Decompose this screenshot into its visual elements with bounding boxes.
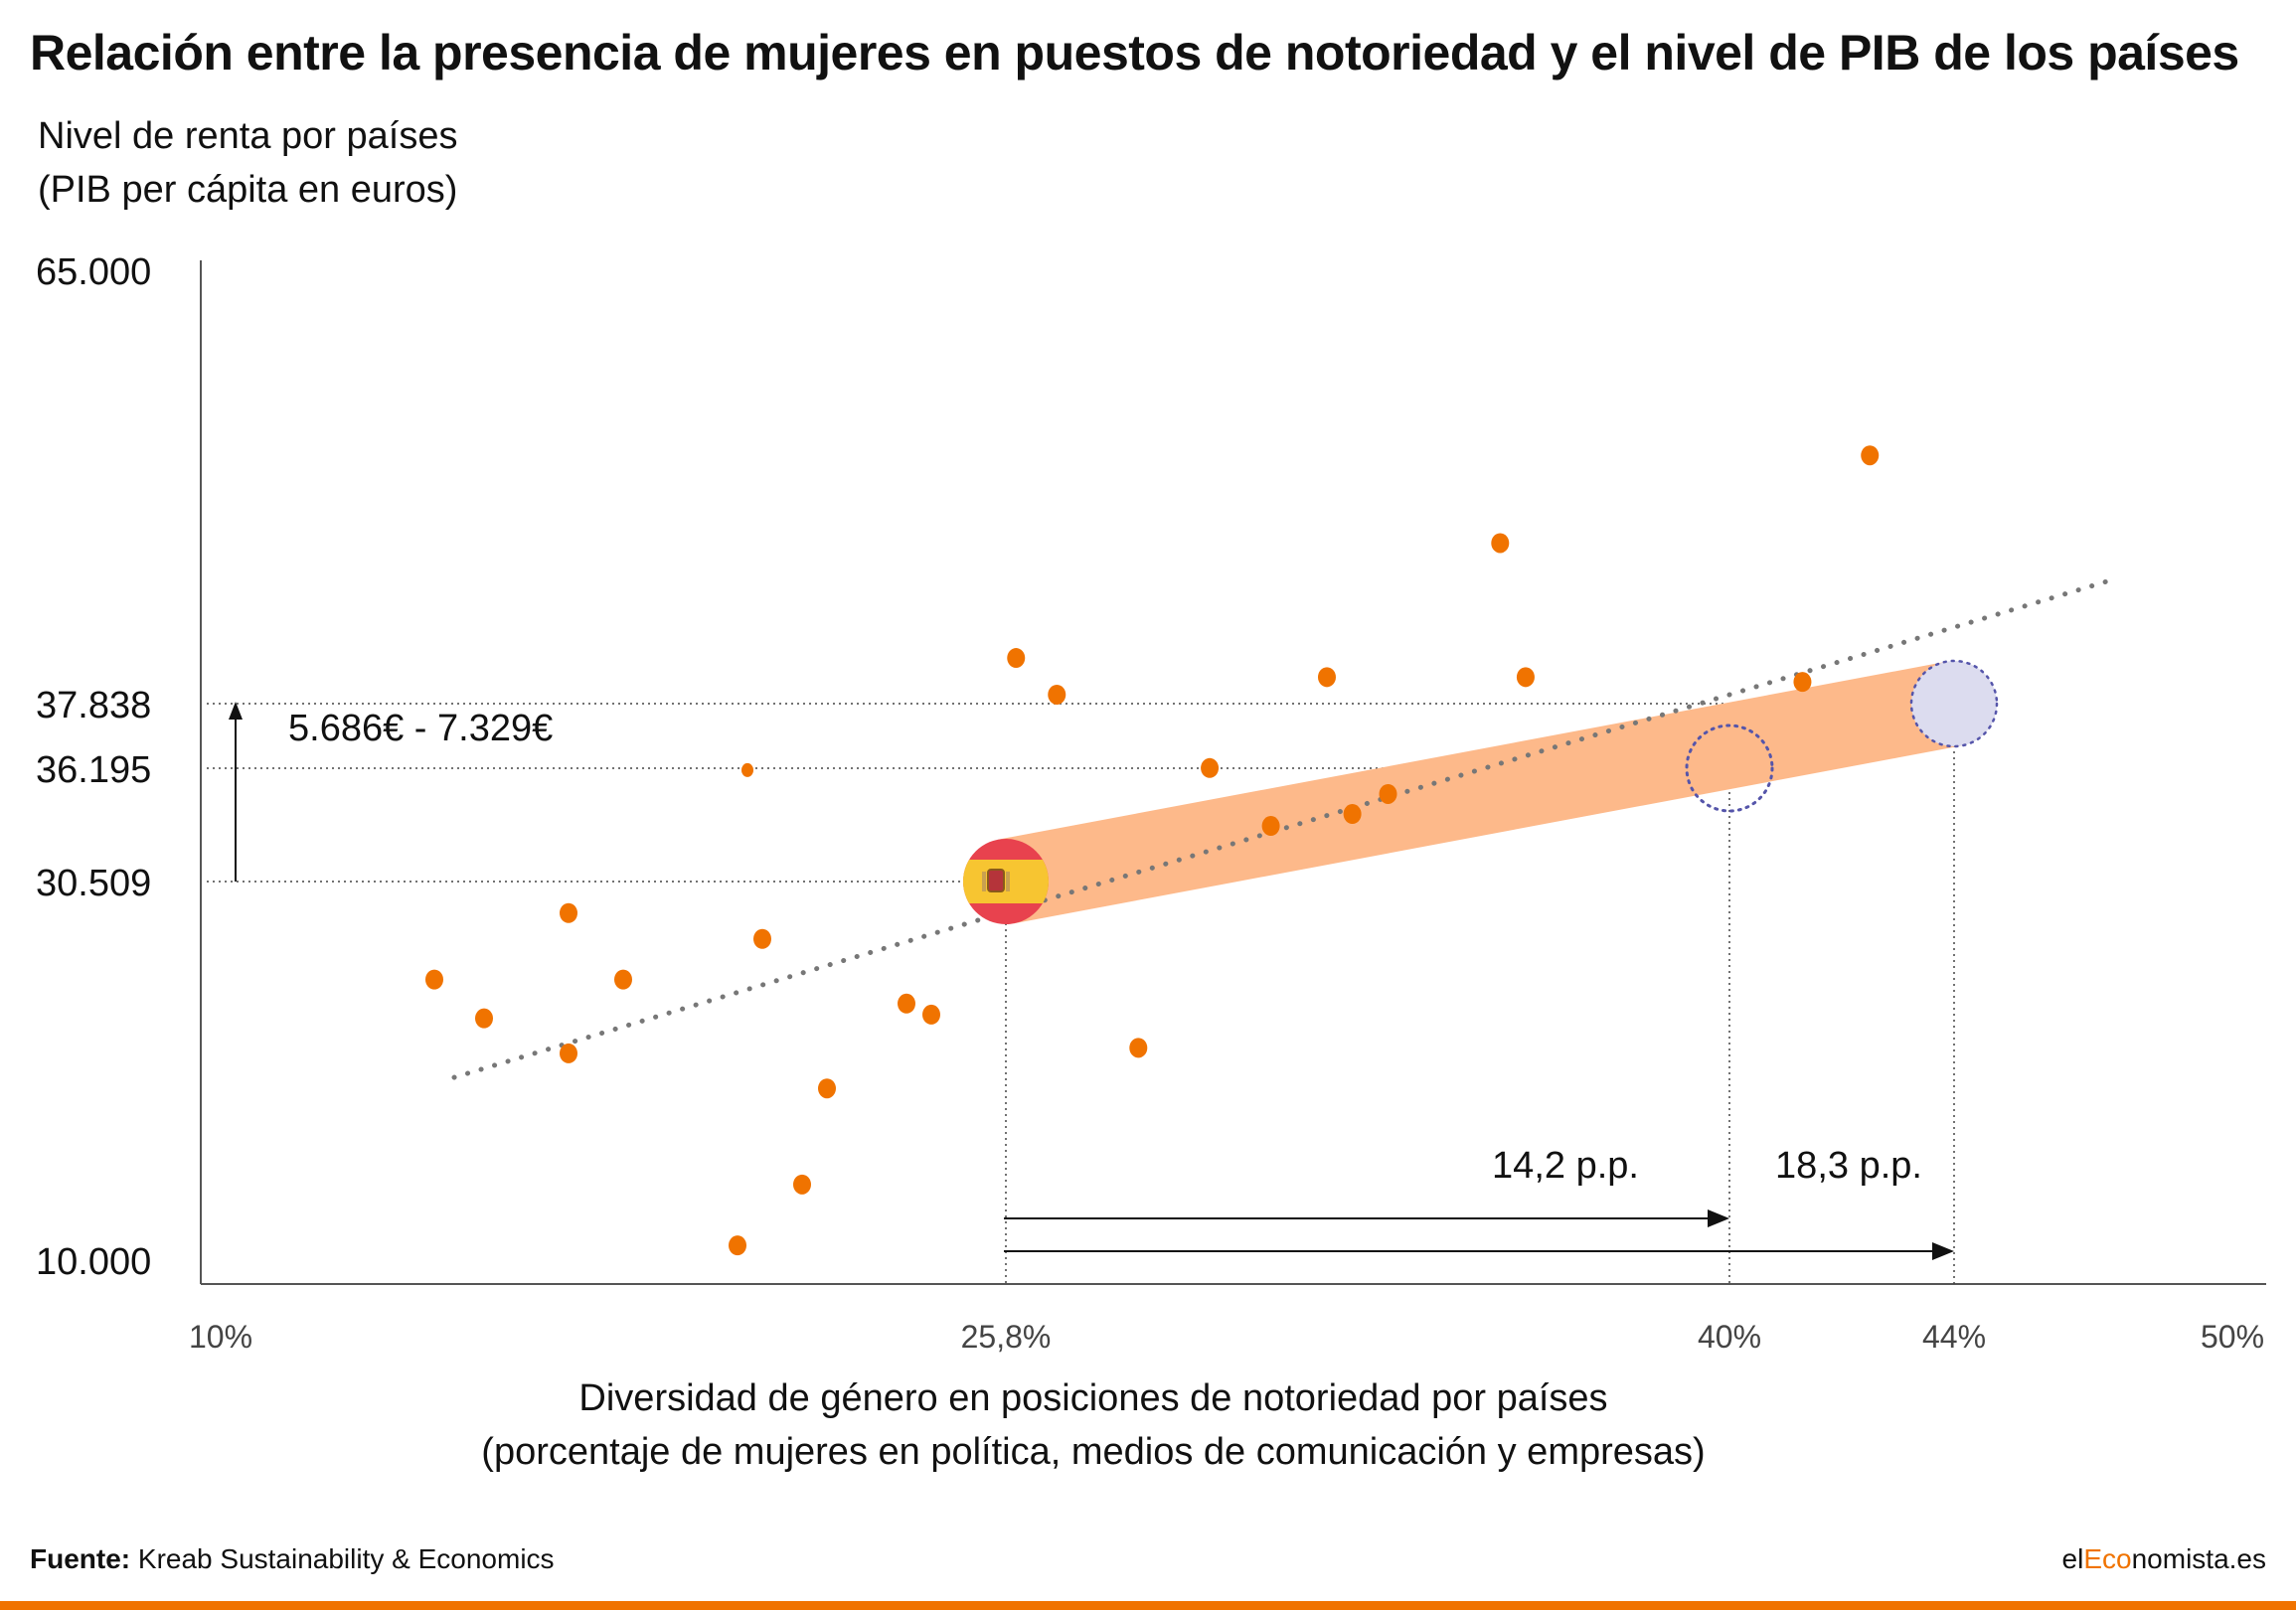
data-point <box>560 1043 577 1063</box>
data-point <box>1129 1038 1148 1058</box>
trend-line <box>451 575 2120 1080</box>
pp-label-1: 18,3 p.p. <box>1775 1145 1922 1187</box>
brand-pre: el <box>2061 1543 2084 1574</box>
data-point <box>614 969 632 990</box>
x-axis-title-line-1: Diversidad de género en posiciones de no… <box>578 1377 1608 1419</box>
data-point <box>898 993 915 1014</box>
x-tick-label-4: 50% <box>2201 1319 2264 1355</box>
y-tick-label-0: 65.000 <box>36 251 151 293</box>
data-point <box>1491 533 1510 554</box>
data-point <box>425 969 443 990</box>
y-tick-label-4: 10.000 <box>36 1241 151 1283</box>
x-tick-label-2: 40% <box>1698 1319 1761 1355</box>
y-axis-title-line-1: Nivel de renta por países <box>38 115 458 157</box>
target-circle-40 <box>1685 724 1774 813</box>
target-circle-44 <box>1909 659 1999 748</box>
y-tick-label-3: 30.509 <box>36 863 151 904</box>
source-text: Kreab Sustainability & Economics <box>137 1543 555 1574</box>
x-axis-title: Diversidad de género en posiciones de no… <box>298 1371 1888 1479</box>
y-axis-title-line-2: (PIB per cápita en euros) <box>38 169 458 211</box>
data-point <box>1007 648 1026 669</box>
pp-arrow-head-0 <box>1708 1209 1729 1227</box>
source-note: Fuente: Kreab Sustainability & Economics <box>30 1543 555 1575</box>
data-point <box>560 902 577 923</box>
data-point <box>1861 445 1880 466</box>
x-axis-title-line-2: (porcentaje de mujeres en política, medi… <box>481 1431 1706 1473</box>
x-tick-label-1: 25,8% <box>961 1319 1052 1355</box>
data-point <box>1343 804 1362 825</box>
brand-logo: elEconomista.es <box>2062 1543 2266 1575</box>
data-point <box>475 1008 493 1029</box>
data-point <box>753 928 771 949</box>
bottom-accent-bar <box>0 1601 2296 1610</box>
data-point <box>1379 783 1397 804</box>
pp-label-0: 14,2 p.p. <box>1492 1145 1639 1187</box>
spain-gap-band <box>998 661 1962 924</box>
y-tick-label-2: 36.195 <box>36 749 151 791</box>
data-point <box>1516 667 1535 688</box>
data-point <box>1317 667 1336 688</box>
x-tick-label-0: 10% <box>189 1319 252 1355</box>
flag-coat-of-arms <box>987 869 1005 892</box>
x-tick-label-3: 44% <box>1922 1319 1986 1355</box>
data-point <box>1793 672 1812 693</box>
data-point <box>818 1078 836 1099</box>
data-point <box>1048 684 1066 705</box>
source-label: Fuente: <box>30 1543 131 1574</box>
flag-pillar-left <box>982 872 986 891</box>
brand-eco: Eco <box>2083 1543 2132 1574</box>
data-point <box>741 762 753 777</box>
brand-post: nomista.es <box>2131 1543 2266 1574</box>
y-tick-label-1: 37.838 <box>36 685 151 726</box>
data-point <box>793 1174 811 1195</box>
range-arrow-head <box>229 702 243 720</box>
pp-arrow-head-1 <box>1932 1242 1954 1260</box>
chart-title: Relación entre la presencia de mujeres e… <box>30 25 2239 80</box>
y-axis-title: Nivel de renta por países (PIB per cápit… <box>38 109 457 217</box>
flag-pillar-right <box>1006 872 1010 891</box>
data-point <box>922 1004 940 1025</box>
spain-flag-icon <box>963 839 1049 924</box>
data-point <box>1261 816 1280 837</box>
data-point <box>1201 757 1220 778</box>
range-label: 5.686€ - 7.329€ <box>288 708 553 749</box>
data-point <box>729 1235 746 1256</box>
